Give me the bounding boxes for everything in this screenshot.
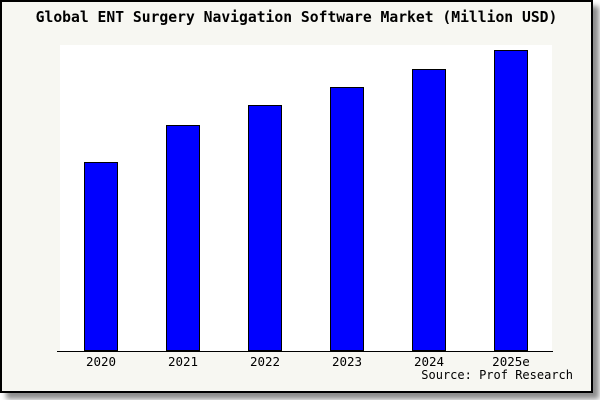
chart-frame: Global ENT Surgery Navigation Software M…: [0, 0, 593, 393]
bars-layer: [60, 45, 552, 351]
bar-slot: [306, 87, 388, 351]
x-tick-label-2024: 2024: [413, 354, 445, 369]
bar-2022: [248, 105, 282, 351]
bar-slot: [60, 162, 142, 351]
x-axis-line: [57, 350, 553, 352]
source-credit: Source: Prof Research: [421, 368, 573, 382]
bar-2023: [330, 87, 364, 351]
x-tick-label-2021: 2021: [167, 354, 199, 369]
chart-title: Global ENT Surgery Navigation Software M…: [35, 9, 558, 26]
bar-slot: [388, 69, 470, 351]
bar-slot: [142, 124, 224, 351]
x-tick-label-2022: 2022: [249, 354, 281, 369]
bar-2020: [84, 162, 118, 351]
x-tick-label-2020: 2020: [85, 354, 117, 369]
bar-slot: [224, 105, 306, 351]
x-tick-label-2023: 2023: [331, 354, 363, 369]
x-tick-label-2025e: 2025e: [492, 354, 530, 369]
plot-area: [60, 45, 552, 351]
bar-2021: [166, 124, 200, 351]
bar-2025e: [494, 50, 528, 351]
bar-slot: [470, 50, 552, 351]
bar-2024: [412, 69, 446, 351]
x-tick-row: 2020 2021 2022 2023 2024 2025e: [60, 354, 552, 369]
